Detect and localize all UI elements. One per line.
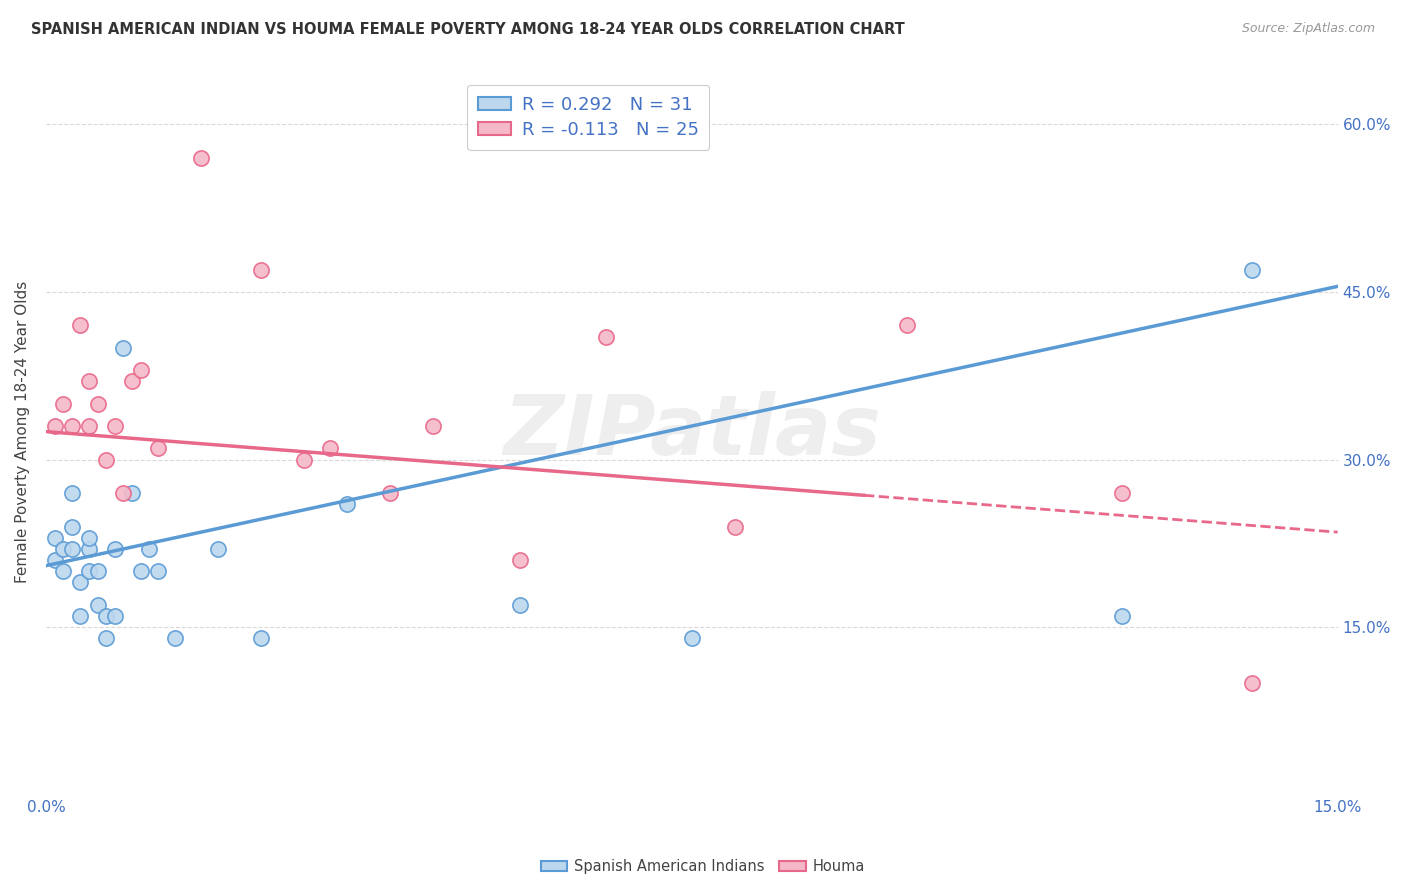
Point — [509, 553, 531, 567]
Point — [112, 486, 135, 500]
Text: SPANISH AMERICAN INDIAN VS HOUMA FEMALE POVERTY AMONG 18-24 YEAR OLDS CORRELATIO: SPANISH AMERICAN INDIAN VS HOUMA FEMALE … — [31, 22, 904, 37]
Point — [146, 564, 169, 578]
Point — [681, 632, 703, 646]
Point — [121, 486, 143, 500]
Point — [336, 497, 359, 511]
Point — [146, 442, 169, 456]
Point — [86, 598, 108, 612]
Point — [292, 452, 315, 467]
Point — [129, 564, 152, 578]
Point — [96, 452, 118, 467]
Point — [77, 541, 100, 556]
Point — [250, 632, 273, 646]
Point — [165, 632, 187, 646]
Point — [60, 486, 83, 500]
Point — [380, 486, 402, 500]
Point — [595, 329, 617, 343]
Point — [724, 519, 747, 533]
Point — [77, 375, 100, 389]
Point — [319, 442, 342, 456]
Point — [52, 397, 75, 411]
Point — [44, 553, 66, 567]
Point — [86, 397, 108, 411]
Point — [1240, 676, 1263, 690]
Point — [112, 341, 135, 355]
Point — [509, 598, 531, 612]
Point — [77, 564, 100, 578]
Point — [190, 151, 212, 165]
Point — [896, 318, 918, 333]
Point — [96, 609, 118, 624]
Point — [44, 419, 66, 434]
Point — [44, 531, 66, 545]
Point — [250, 262, 273, 277]
Point — [138, 541, 160, 556]
Legend: Spanish American Indians, Houma: Spanish American Indians, Houma — [534, 854, 872, 880]
Point — [104, 541, 127, 556]
Point — [60, 519, 83, 533]
Legend: R = 0.292   N = 31, R = -0.113   N = 25: R = 0.292 N = 31, R = -0.113 N = 25 — [467, 85, 710, 150]
Point — [104, 609, 127, 624]
Point — [86, 564, 108, 578]
Point — [60, 419, 83, 434]
Point — [69, 575, 91, 590]
Point — [52, 541, 75, 556]
Point — [77, 419, 100, 434]
Point — [77, 531, 100, 545]
Text: Source: ZipAtlas.com: Source: ZipAtlas.com — [1241, 22, 1375, 36]
Point — [69, 318, 91, 333]
Text: ZIPatlas: ZIPatlas — [503, 391, 880, 472]
Point — [121, 375, 143, 389]
Point — [69, 609, 91, 624]
Point — [52, 564, 75, 578]
Point — [1111, 609, 1133, 624]
Point — [422, 419, 444, 434]
Point — [1111, 486, 1133, 500]
Point — [207, 541, 229, 556]
Y-axis label: Female Poverty Among 18-24 Year Olds: Female Poverty Among 18-24 Year Olds — [15, 280, 30, 582]
Point — [60, 541, 83, 556]
Point — [129, 363, 152, 377]
Point — [104, 419, 127, 434]
Point — [96, 632, 118, 646]
Point — [1240, 262, 1263, 277]
